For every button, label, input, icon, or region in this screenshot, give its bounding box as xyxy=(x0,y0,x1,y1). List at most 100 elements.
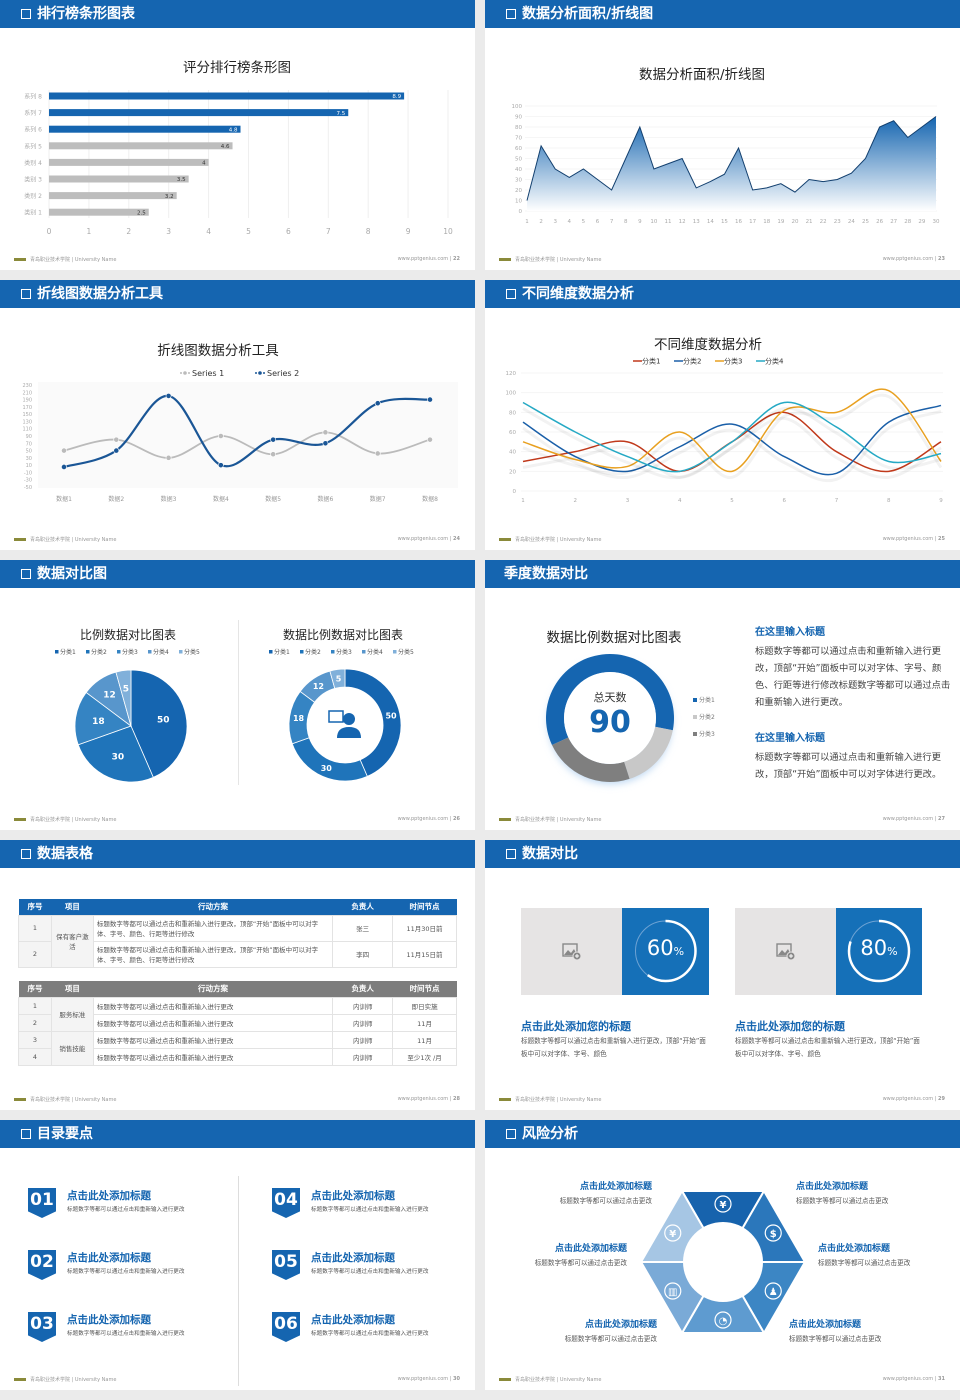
item-subtitle: 标题数字等都可以通过点击和重新输入进行更改 xyxy=(311,1269,429,1275)
risk-title[interactable]: 点击此处添加标题 xyxy=(818,1244,891,1254)
x-tick-label: 数据4 xyxy=(213,495,229,503)
site-url: www.pptgenius.com xyxy=(397,1376,449,1382)
cell-plan: 标题数字等都可以通过点击和重新输入进行更改 xyxy=(92,1013,334,1032)
cell-plan: 标题数字等都可以通过点击和重新输入进行更改 xyxy=(92,1047,334,1066)
block-heading: 在这里输入标题 xyxy=(755,733,825,744)
slide-header: 数据对比图 xyxy=(0,560,475,588)
data-point xyxy=(374,450,381,457)
x-tick-label: 2 xyxy=(126,227,131,236)
y-tick-label: 150 xyxy=(22,412,32,418)
cell-time: 11月 xyxy=(392,1030,457,1049)
legend-marker xyxy=(183,371,187,375)
y-tick-label: 0 xyxy=(513,489,517,495)
footer-school: 青岛职业技术学院 | University Name xyxy=(30,817,117,823)
page-number: 26 xyxy=(453,816,460,822)
slide-header: 风险分析 xyxy=(485,1120,960,1148)
x-tick-label: 26 xyxy=(876,219,883,225)
slice-label: 30 xyxy=(112,752,125,762)
card-title[interactable]: 点击此处添加您的标题 xyxy=(735,1020,845,1033)
column-header: 行动方案 xyxy=(93,981,333,997)
risk-title[interactable]: 点击此处添加标题 xyxy=(584,1320,657,1330)
progress-unit: % xyxy=(887,945,898,958)
y-tick-label: 110 xyxy=(22,427,32,433)
x-tick-label: 数据3 xyxy=(161,495,177,503)
head xyxy=(343,713,355,725)
cell-project: 服务标准 xyxy=(50,996,94,1032)
data-point xyxy=(270,451,277,458)
x-tick-label: 17 xyxy=(749,219,756,225)
coins-icon xyxy=(764,1224,782,1242)
cell-time: 11月30日前 xyxy=(392,914,457,942)
column-header: 项目 xyxy=(51,899,94,915)
risk-title[interactable]: 点击此处添加标题 xyxy=(579,1182,652,1192)
bar xyxy=(49,208,149,216)
school-logo xyxy=(499,1378,511,1381)
page-number: 28 xyxy=(453,1096,460,1102)
risk-subtitle: 标题数字等都可以通过点击更改 xyxy=(818,1259,911,1267)
footer-school: 青岛职业技术学院 | University Name xyxy=(515,537,602,543)
item-title[interactable]: 点击此处添加标题 xyxy=(67,1252,151,1264)
image-placeholder xyxy=(521,908,622,995)
item-title[interactable]: 点击此处添加标题 xyxy=(311,1190,395,1202)
x-tick-label: 3 xyxy=(166,227,171,236)
site-url: www.pptgenius.com xyxy=(397,816,449,822)
slide-multi-line-chart: 不同维度数据分析 不同维度数据分析 0 20 40 60 80 100 120 1 2 3 4 5 6 7… xyxy=(485,280,960,550)
item-title[interactable]: 点击此处添加标题 xyxy=(311,1252,395,1264)
x-tick-label: 数据8 xyxy=(422,495,438,503)
item-title[interactable]: 点击此处添加标题 xyxy=(67,1314,151,1326)
y-tick-label: 30 xyxy=(515,178,522,184)
item-subtitle: 标题数字等都可以通过点击和重新输入进行更改 xyxy=(67,1331,185,1337)
legend-label: 分类1 xyxy=(274,648,290,656)
footer-site: www.pptgenius.com | 25 xyxy=(882,536,945,542)
slide-contents: 目录要点 01 点击此处添加标题 标题数字等都可以通过点击和重新输入进行更改 02 点击… xyxy=(0,1120,475,1390)
speech-bubble xyxy=(328,710,344,723)
x-tick-label: 5 xyxy=(246,227,251,236)
chart-title: 数据分析面积/折线图 xyxy=(638,67,766,83)
slide-title: 数据表格 xyxy=(37,846,93,862)
y-tick-label: 20 xyxy=(509,469,516,475)
action-table-2: 序号 项目 行动方案 负责人 时间节点 1 服务标准 标题数字等都可以通过点击和… xyxy=(18,981,457,1066)
x-tick-label: 28 xyxy=(904,219,911,225)
building-icon xyxy=(664,1282,682,1300)
pie-chart-icon-glyph: ◔ xyxy=(719,1316,728,1327)
slide-area-chart: 数据分析面积/折线图 数据分析面积/折线图 0 10 20 30 40 50 60 70 80 9… xyxy=(485,0,960,270)
y-tick-label: 70 xyxy=(515,136,522,142)
card-body: 标题数字等都可以通过点击和重新输入进行更改，顶部“开始”面板中可以对字体、字号、… xyxy=(735,1037,920,1058)
risk-title[interactable]: 点击此处添加标题 xyxy=(796,1182,869,1192)
y-tick-label: 60 xyxy=(509,430,516,436)
y-tick-label: -50 xyxy=(24,485,32,491)
slide-title: 数据分析面积/折线图 xyxy=(522,6,654,22)
x-tick-label: 6 xyxy=(286,227,291,236)
slice-label: 50 xyxy=(157,715,170,725)
x-tick-label: 8 xyxy=(624,219,628,225)
y-tick-label: 20 xyxy=(515,188,522,194)
risk-subtitle: 标题数字等都可以通过点击更改 xyxy=(796,1197,889,1205)
school-logo xyxy=(14,818,26,821)
legend-label: 分类2 xyxy=(683,357,701,366)
donut-segment xyxy=(546,654,674,746)
table-row: 1 服务标准 标题数字等都可以通过点击和重新输入进行更改 内训师 即日实施 xyxy=(18,996,457,1032)
pie-slice xyxy=(77,725,154,783)
x-tick-label: 4 xyxy=(678,498,682,504)
x-tick-label: 19 xyxy=(777,219,784,225)
block-body: 标题数字等都可以通过点击和重新输入进行更改，顶部“开始”面板中可以对字体进行更改… xyxy=(755,752,942,780)
slice-label: 18 xyxy=(92,717,105,727)
item-title[interactable]: 点击此处添加标题 xyxy=(67,1190,151,1202)
legend-label: 分类5 xyxy=(398,648,414,656)
legend-label: Series 1 xyxy=(192,369,224,378)
item-title[interactable]: 点击此处添加标题 xyxy=(311,1314,395,1326)
school-logo xyxy=(499,818,511,821)
bar-value-label: 3.5 xyxy=(177,177,186,183)
x-tick-label: 16 xyxy=(735,219,742,225)
risk-title[interactable]: 点击此处添加标题 xyxy=(554,1244,627,1254)
plus xyxy=(575,954,579,958)
footer-school: 青岛职业技术学院 | University Name xyxy=(30,537,117,543)
card-title[interactable]: 点击此处添加您的标题 xyxy=(521,1020,631,1033)
series-shadow xyxy=(522,393,943,479)
x-tick-label: 3 xyxy=(626,498,630,504)
cell-time: 11月 xyxy=(392,1013,457,1032)
risk-title[interactable]: 点击此处添加标题 xyxy=(789,1320,862,1330)
bar xyxy=(49,142,233,150)
legend-label: 分类2 xyxy=(699,713,715,721)
data-point xyxy=(113,436,120,443)
